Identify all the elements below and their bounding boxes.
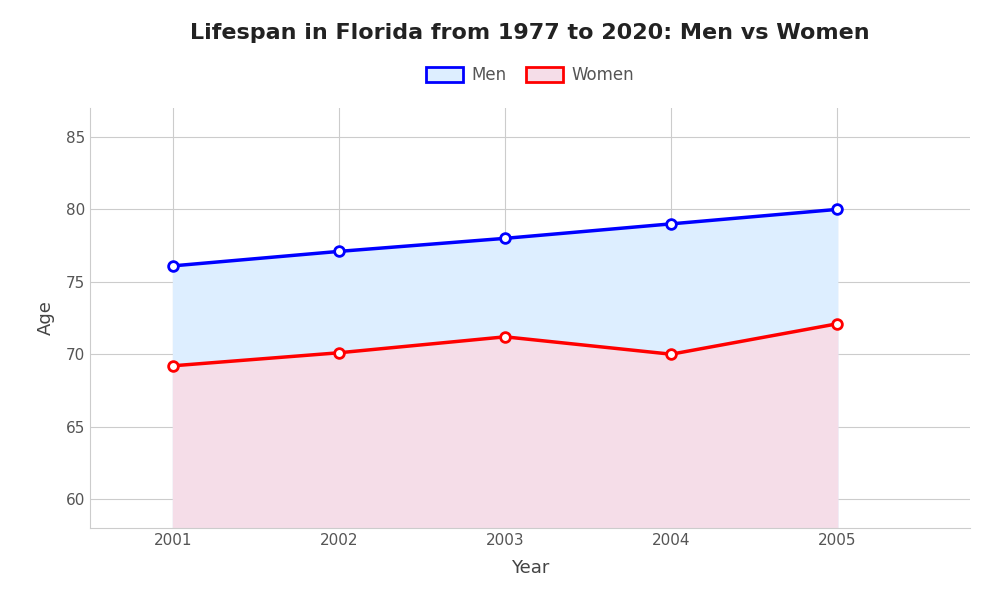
Y-axis label: Age: Age [37, 301, 55, 335]
Legend: Men, Women: Men, Women [419, 59, 641, 91]
X-axis label: Year: Year [511, 559, 549, 577]
Title: Lifespan in Florida from 1977 to 2020: Men vs Women: Lifespan in Florida from 1977 to 2020: M… [190, 23, 870, 43]
